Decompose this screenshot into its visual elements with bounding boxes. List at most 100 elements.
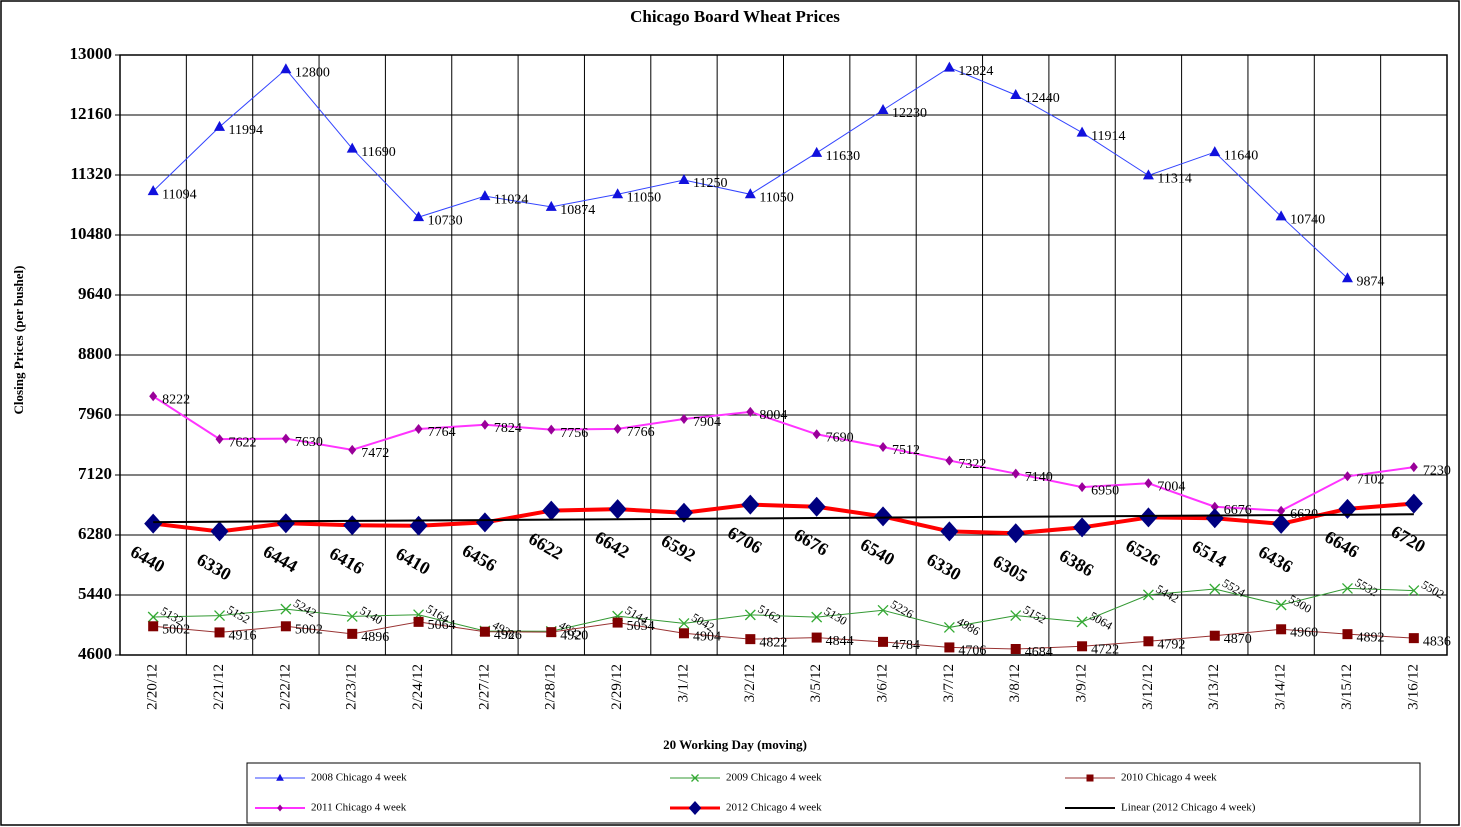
x-tick-label: 2/28/12 [543,664,559,710]
marker [612,617,623,628]
data-label: 5054 [627,619,655,634]
marker [346,610,358,622]
marker [1275,599,1287,611]
legend-label: 2012 Chicago 4 week [726,802,822,814]
marker [807,496,826,517]
legend [246,762,1421,824]
marker [1143,636,1154,647]
marker [479,626,490,637]
marker [1276,624,1287,635]
data-label: 4822 [759,635,787,650]
marker [1077,641,1088,652]
marker [414,424,423,434]
marker [1010,644,1021,654]
marker [148,621,159,632]
marker [1076,616,1088,628]
marker [347,628,358,639]
marker [149,391,158,402]
data-label: 11094 [162,187,196,202]
x-tick-label: 2/29/12 [609,664,625,710]
data-label: 11690 [361,145,395,160]
marker [1205,508,1224,529]
data-label: 11024 [494,192,528,207]
data-label: 4706 [958,644,986,659]
marker [811,611,823,623]
marker [943,621,955,633]
plot-area [119,54,1448,656]
y-tick-label: 4600 [78,644,112,663]
marker [545,200,557,211]
data-label: 11050 [627,191,661,206]
series-line [153,587,1414,632]
marker [1343,471,1352,482]
marker [1409,462,1418,473]
marker [475,512,494,533]
data-label: 7472 [361,446,389,461]
x-tick-label: 2/24/12 [410,664,426,710]
data-label: 11640 [1224,148,1258,163]
data-label: 5002 [162,623,190,638]
data-label: 7756 [560,426,588,441]
marker [413,211,425,222]
series-line [152,395,1414,512]
marker [678,174,690,184]
marker [1076,126,1088,137]
marker [741,494,760,515]
marker [277,804,283,812]
marker [348,444,357,455]
marker [1275,210,1287,221]
marker [144,513,163,534]
marker [1341,272,1353,283]
data-label: 4916 [229,629,257,644]
data-label: 7322 [958,457,986,472]
data-label: 4844 [826,634,854,649]
x-tick-label: 3/9/12 [1074,664,1090,702]
y-tick-label: 11320 [70,164,112,183]
x-axis-title: 20 Working Day (moving) [663,737,807,752]
marker [280,621,291,632]
data-label: 8222 [162,393,190,408]
data-label: 7904 [693,415,721,430]
marker [744,188,756,199]
data-label: 4792 [1157,638,1185,653]
x-tick-label: 3/14/12 [1273,664,1289,710]
marker [1142,589,1154,601]
x-tick-label: 2/20/12 [145,664,161,710]
x-tick-label: 3/2/12 [742,664,758,702]
marker [1210,501,1219,512]
marker [678,617,690,629]
marker [744,609,756,621]
y-tick-label: 9640 [78,284,112,303]
series-line [153,513,1414,524]
marker [940,521,959,542]
marker [678,628,689,639]
data-label: 12800 [295,66,330,81]
marker [811,632,822,643]
marker [612,188,624,199]
marker [1006,523,1025,544]
x-tick-label: 3/8/12 [1007,664,1023,702]
marker [1272,513,1291,534]
marker [1342,582,1353,594]
marker [1142,169,1154,180]
marker [147,611,159,623]
y-tick-label: 6280 [78,524,112,543]
series-line [153,621,1414,650]
data-label: 11050 [759,191,793,206]
x-tick-label: 3/6/12 [874,664,890,702]
data-label: 4896 [361,630,389,645]
data-label: 7690 [826,431,854,446]
marker [346,142,358,153]
marker [1011,468,1020,479]
chart-title: Chicago Board Wheat Prices [630,7,840,26]
marker [276,773,284,781]
data-label: 7140 [1025,470,1053,485]
data-label: 10730 [428,213,463,228]
x-tick-label: 3/16/12 [1405,664,1421,710]
legend-label: 2011 Chicago 4 week [311,802,407,814]
data-label: 7764 [428,425,456,440]
data-label: 12230 [892,106,927,121]
data-label: 7102 [1356,473,1384,488]
data-label: 12440 [1025,91,1060,106]
